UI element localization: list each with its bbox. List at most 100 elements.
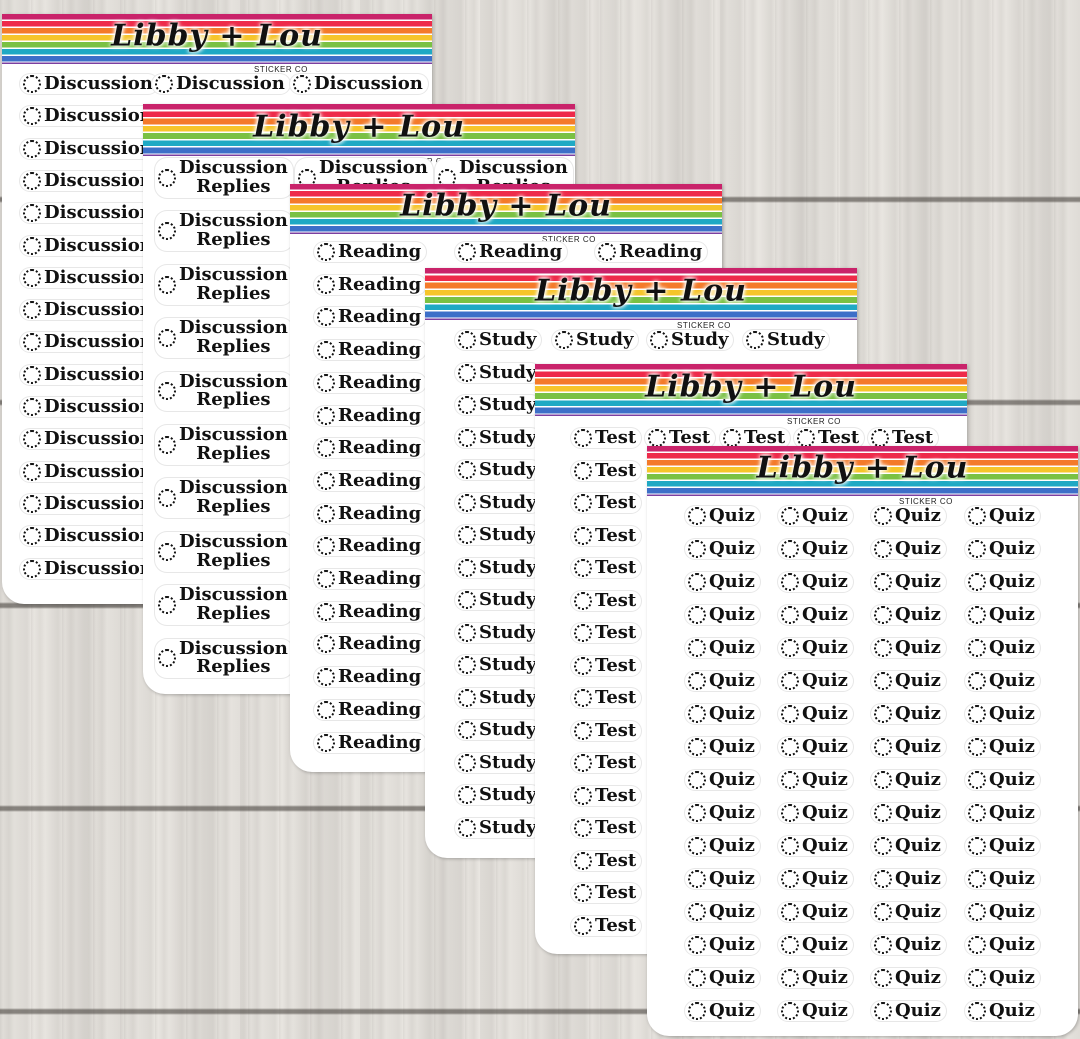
sticker-discussion-replies: Discussion Replies bbox=[155, 370, 293, 412]
sticker-reading: Reading bbox=[314, 666, 427, 688]
sticker-label: Quiz bbox=[989, 538, 1035, 559]
sticker-label: Study bbox=[479, 686, 537, 708]
sticker-quiz: Quiz bbox=[778, 737, 853, 757]
sticker-label: Discussion Replies bbox=[179, 210, 288, 251]
dotted-circle-icon bbox=[158, 489, 176, 508]
brand-logo: Libby + Lou bbox=[756, 450, 969, 486]
sticker-label: Quiz bbox=[895, 538, 941, 559]
sticker-label: Discussion bbox=[44, 105, 153, 127]
sticker-label: Quiz bbox=[895, 604, 941, 625]
sticker-label: Reading bbox=[338, 600, 422, 622]
sticker-quiz: Quiz bbox=[871, 704, 946, 724]
dotted-circle-icon bbox=[874, 936, 892, 954]
dotted-circle-icon bbox=[317, 406, 335, 425]
sticker-discussion-replies: Discussion Replies bbox=[155, 478, 293, 519]
sticker-label: Quiz bbox=[709, 934, 755, 955]
sticker-label: Study bbox=[479, 556, 537, 578]
dotted-circle-icon bbox=[158, 596, 176, 615]
brand-tagline: STICKER CO bbox=[540, 235, 598, 244]
sticker-label: Reading bbox=[338, 306, 422, 328]
dotted-circle-icon bbox=[688, 639, 706, 657]
sticker-discussion: Discussion bbox=[20, 138, 158, 159]
sticker-label: Reading bbox=[338, 404, 422, 426]
sticker-quiz: Quiz bbox=[871, 902, 946, 922]
sticker-label: Quiz bbox=[802, 571, 848, 592]
sticker-discussion: Discussion bbox=[20, 397, 158, 417]
sticker-reading: Reading bbox=[314, 600, 427, 622]
sticker-test: Test bbox=[571, 753, 642, 773]
sticker-label: Quiz bbox=[802, 835, 848, 856]
sticker-test: Test bbox=[571, 460, 642, 481]
dotted-circle-icon bbox=[574, 916, 592, 935]
sticker-label: Discussion Replies bbox=[179, 637, 288, 678]
sticker-label: Discussion bbox=[314, 73, 423, 94]
sticker-label: Test bbox=[744, 427, 786, 448]
sticker-quiz: Quiz bbox=[965, 671, 1040, 691]
sticker-quiz: Quiz bbox=[871, 539, 946, 559]
dotted-circle-icon bbox=[968, 606, 986, 624]
dotted-circle-icon bbox=[458, 363, 476, 382]
sticker-label: Test bbox=[595, 784, 637, 806]
brand-tagline: STICKER CO bbox=[675, 321, 733, 330]
brand-logo: Libby + Lou bbox=[400, 188, 612, 224]
sticker-label: Reading bbox=[338, 437, 422, 459]
dotted-circle-icon bbox=[781, 771, 799, 789]
sticker-label: Study bbox=[671, 329, 729, 350]
sticker-label: Quiz bbox=[895, 868, 941, 889]
sticker-label: Quiz bbox=[802, 505, 848, 526]
sticker-quiz: Quiz bbox=[685, 704, 760, 724]
sticker-quiz: Quiz bbox=[685, 605, 760, 625]
sticker-quiz: Quiz bbox=[685, 506, 760, 526]
sticker-quiz: Quiz bbox=[871, 770, 946, 790]
sticker-label: Quiz bbox=[895, 934, 941, 955]
sticker-study: Study bbox=[455, 622, 542, 643]
sticker-quiz: Quiz bbox=[685, 935, 760, 955]
sticker-label: Test bbox=[595, 914, 637, 936]
sticker-discussion: Discussion bbox=[290, 74, 428, 94]
dotted-circle-icon bbox=[781, 837, 799, 855]
sticker-quiz: Quiz bbox=[965, 737, 1040, 757]
sticker-label: Quiz bbox=[989, 802, 1035, 823]
dotted-circle-icon bbox=[746, 331, 764, 349]
sticker-label: Discussion Replies bbox=[179, 370, 288, 411]
sticker-quiz: Quiz bbox=[685, 671, 760, 691]
sticker-test: Test bbox=[571, 558, 642, 578]
brand-logo: Libby + Lou bbox=[535, 273, 747, 309]
sticker-label: Test bbox=[595, 524, 637, 546]
sticker-study: Study bbox=[455, 720, 542, 740]
sticker-quiz: Quiz bbox=[778, 902, 853, 922]
dotted-circle-icon bbox=[781, 639, 799, 657]
sticker-label: Test bbox=[595, 719, 637, 741]
sticker-label: Quiz bbox=[709, 901, 755, 922]
sticker-reading: Reading bbox=[314, 536, 427, 557]
sticker-quiz: Quiz bbox=[871, 638, 946, 658]
sticker-quiz: Quiz bbox=[778, 770, 853, 790]
sticker-quiz: Quiz bbox=[685, 869, 760, 889]
dotted-circle-icon bbox=[155, 75, 173, 93]
sticker-quiz: Quiz bbox=[778, 671, 853, 691]
dotted-circle-icon bbox=[23, 236, 41, 255]
sticker-label: Study bbox=[576, 329, 634, 350]
dotted-circle-icon bbox=[574, 786, 592, 805]
sticker-quiz: Quiz bbox=[685, 638, 760, 658]
dotted-circle-icon bbox=[158, 329, 176, 348]
sticker-discussion: Discussion bbox=[20, 526, 158, 547]
sticker-study: Study bbox=[455, 492, 542, 513]
sticker-quiz: Quiz bbox=[778, 506, 853, 526]
dotted-circle-icon bbox=[968, 540, 986, 558]
brand-tagline: STICKER CO bbox=[897, 497, 955, 506]
sticker-test: Test bbox=[571, 493, 642, 513]
dotted-circle-icon bbox=[874, 870, 892, 888]
dotted-circle-icon bbox=[23, 107, 41, 126]
dotted-circle-icon bbox=[317, 275, 335, 294]
sticker-quiz: Quiz bbox=[871, 572, 946, 592]
dotted-circle-icon bbox=[874, 771, 892, 789]
sticker-discussion: Discussion bbox=[20, 364, 158, 385]
sticker-label: Quiz bbox=[802, 670, 848, 691]
sticker-quiz: Quiz bbox=[778, 968, 853, 988]
sticker-label: Reading bbox=[338, 568, 422, 589]
sheet-header: Libby + Lou STICKER CO bbox=[647, 446, 1078, 506]
sticker-label: Reading bbox=[338, 666, 422, 688]
sticker-reading: Reading bbox=[314, 340, 427, 361]
sticker-label: Study bbox=[479, 784, 537, 805]
